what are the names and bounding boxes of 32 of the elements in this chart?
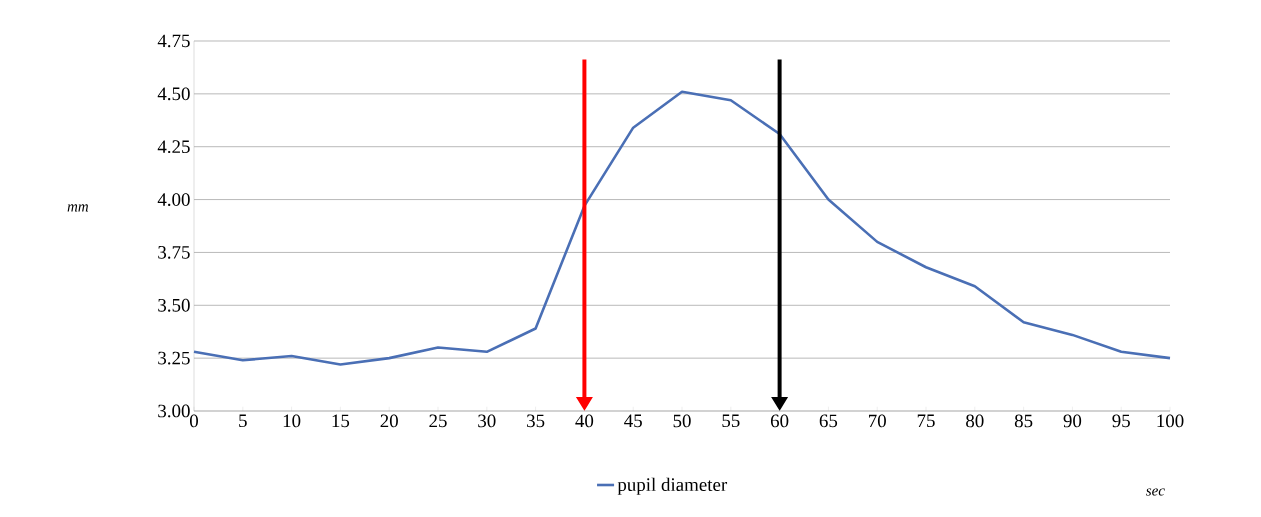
x-tick-label: 25 bbox=[429, 414, 447, 428]
x-tick-label: 55 bbox=[722, 414, 740, 428]
y-tick-label: 4.75 bbox=[157, 34, 190, 48]
y-tick-label: 3.50 bbox=[158, 298, 190, 312]
x-tick-label: 75 bbox=[917, 414, 935, 428]
x-tick-label: 15 bbox=[332, 414, 350, 428]
x-tick-label: 0 bbox=[189, 414, 198, 428]
x-tick-label: 60 bbox=[770, 414, 789, 428]
y-axis-title: mm bbox=[67, 204, 89, 212]
x-axis-title: sec bbox=[1146, 488, 1165, 496]
y-tick-label: 4.00 bbox=[157, 193, 190, 206]
x-tick-label: 20 bbox=[380, 414, 398, 428]
x-tick-label: 40 bbox=[575, 414, 594, 428]
x-tick-label: 50 bbox=[673, 414, 691, 428]
x-tick-label: 30 bbox=[478, 414, 496, 428]
x-tick-label: 85 bbox=[1014, 414, 1033, 428]
x-tick-label: 45 bbox=[624, 414, 642, 428]
y-tick-label: 4.25 bbox=[157, 140, 190, 154]
x-tick-label: 65 bbox=[819, 414, 838, 428]
x-tick-label: 95 bbox=[1112, 414, 1130, 428]
legend-label: pupil diameter bbox=[617, 477, 728, 495]
x-tick-label: 80 bbox=[966, 414, 984, 428]
y-tick-label: 3.00 bbox=[158, 404, 190, 418]
x-tick-label: 100 bbox=[1157, 414, 1184, 428]
x-tick-label: 70 bbox=[868, 414, 886, 428]
y-tick-label: 3.25 bbox=[158, 351, 190, 365]
x-tick-label: 5 bbox=[239, 414, 247, 428]
y-tick-label: 4.50 bbox=[157, 87, 190, 101]
x-tick-label: 90 bbox=[1063, 414, 1082, 428]
x-tick-label: 35 bbox=[527, 414, 545, 428]
y-tick-label: 3.75 bbox=[158, 246, 190, 259]
x-tick-label: 10 bbox=[283, 414, 301, 428]
